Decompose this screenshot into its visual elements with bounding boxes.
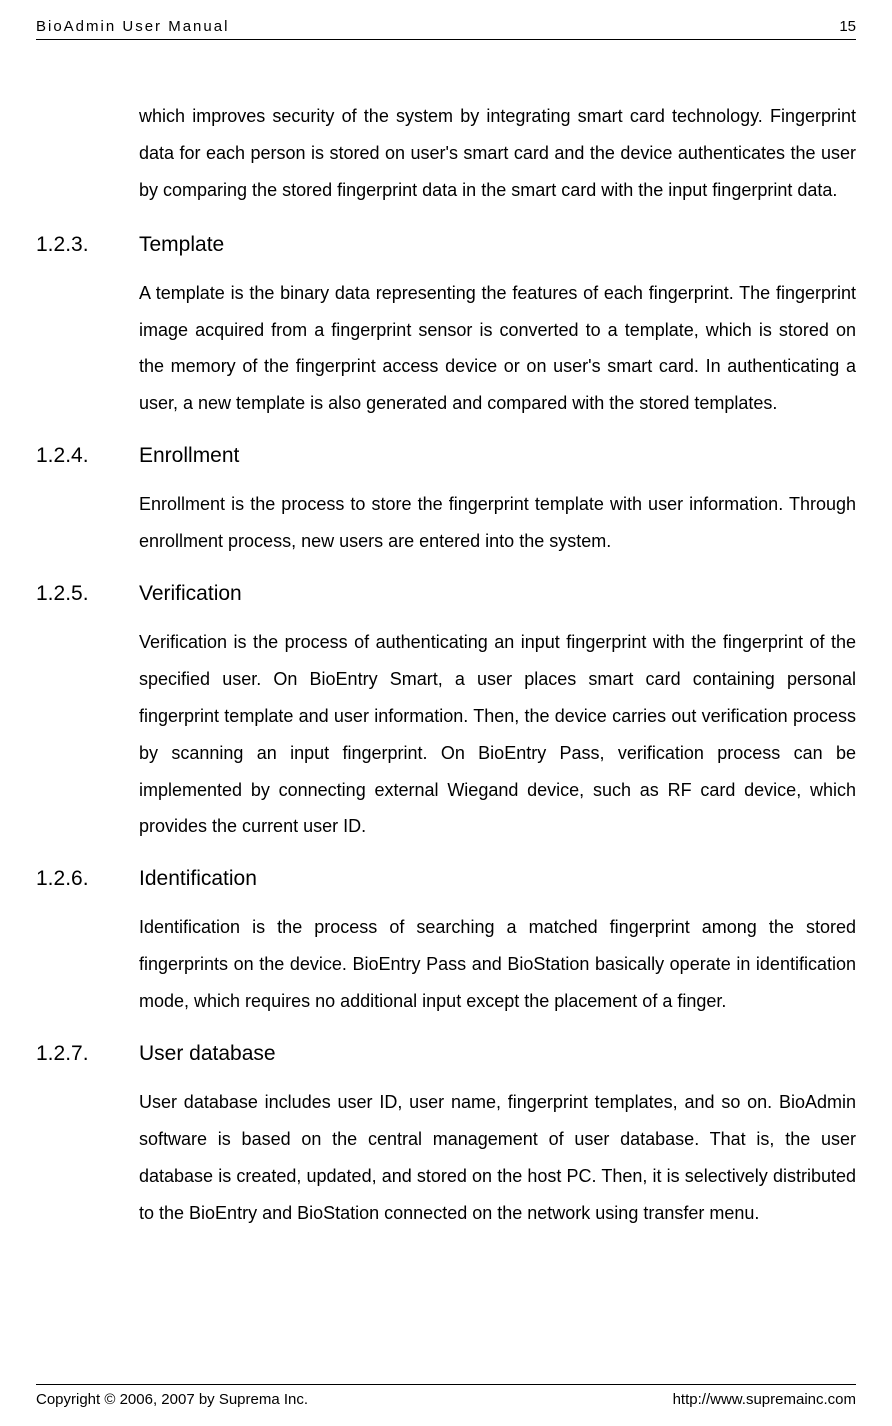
section-body: User database includes user ID, user nam… — [139, 1084, 856, 1232]
copyright-text: Copyright © 2006, 2007 by Suprema Inc. — [36, 1391, 308, 1408]
section-identification: 1.2.6. Identification Identification is … — [36, 867, 856, 1020]
section-body: A template is the binary data representi… — [139, 275, 856, 423]
section-body: Enrollment is the process to store the f… — [139, 486, 856, 560]
section-title: Template — [139, 233, 856, 257]
section-number: 1.2.3. — [36, 233, 139, 257]
section-verification: 1.2.5. Verification Verification is the … — [36, 582, 856, 845]
section-heading: 1.2.7. User database — [36, 1042, 856, 1066]
section-number: 1.2.7. — [36, 1042, 139, 1066]
section-heading: 1.2.4. Enrollment — [36, 444, 856, 468]
section-template: 1.2.3. Template A template is the binary… — [36, 233, 856, 423]
section-number: 1.2.5. — [36, 582, 139, 606]
section-heading: 1.2.5. Verification — [36, 582, 856, 606]
page-header: BioAdmin User Manual 15 — [36, 18, 856, 40]
section-number: 1.2.4. — [36, 444, 139, 468]
intro-paragraph: which improves security of the system by… — [139, 98, 856, 209]
section-title: Identification — [139, 867, 856, 891]
section-heading: 1.2.3. Template — [36, 233, 856, 257]
section-user-database: 1.2.7. User database User database inclu… — [36, 1042, 856, 1232]
section-title: Enrollment — [139, 444, 856, 468]
section-body: Verification is the process of authentic… — [139, 624, 856, 845]
footer-url: http://www.supremainc.com — [673, 1391, 856, 1408]
section-body: Identification is the process of searchi… — [139, 909, 856, 1020]
page-footer: Copyright © 2006, 2007 by Suprema Inc. h… — [36, 1384, 856, 1408]
section-enrollment: 1.2.4. Enrollment Enrollment is the proc… — [36, 444, 856, 560]
page-number: 15 — [839, 18, 856, 35]
section-heading: 1.2.6. Identification — [36, 867, 856, 891]
section-title: User database — [139, 1042, 856, 1066]
page-content: which improves security of the system by… — [36, 40, 856, 1384]
section-number: 1.2.6. — [36, 867, 139, 891]
doc-title: BioAdmin User Manual — [36, 18, 229, 35]
section-title: Verification — [139, 582, 856, 606]
